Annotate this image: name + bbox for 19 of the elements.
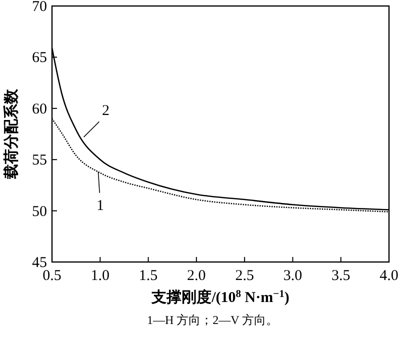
x-tick-label: 4.0 <box>380 268 398 284</box>
x-tick-label: 1.0 <box>90 268 110 284</box>
x-tick-label: 1.5 <box>138 268 158 284</box>
y-tick-label: 70 <box>32 0 47 15</box>
y-tick-label: 65 <box>32 50 47 66</box>
x-tick-label: 0.5 <box>42 268 62 284</box>
x-axis-title: 支撑刚度/(10$^{8}$ N·m$^{−1}$) <box>150 288 290 306</box>
x-tick-label: 2.0 <box>187 268 206 284</box>
annotation: 1 <box>96 198 104 214</box>
annotation: 2 <box>102 103 110 120</box>
y-axis-title: 载荷分配系数 <box>3 88 20 180</box>
x-tick-label: 2.5 <box>235 268 254 284</box>
x-tick-label: 3.5 <box>331 268 350 284</box>
y-tick-label: 60 <box>32 101 47 118</box>
y-tick-label: 45 <box>32 255 47 271</box>
x-tick-label: 3.0 <box>283 268 302 284</box>
y-tick-label: 55 <box>32 152 47 169</box>
text: 1—H 方向；2—V 方向。 <box>146 313 278 327</box>
y-tick-label: 50 <box>32 204 47 220</box>
